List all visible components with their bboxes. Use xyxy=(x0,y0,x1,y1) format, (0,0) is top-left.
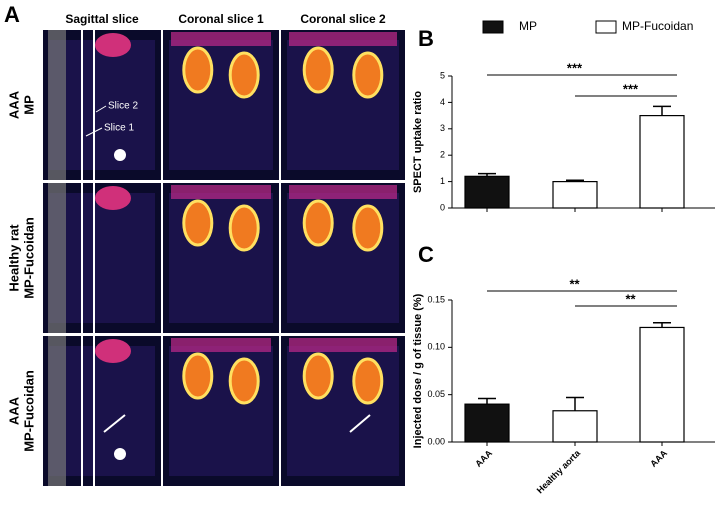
scan-haze xyxy=(287,193,399,323)
scan-haze xyxy=(49,193,155,323)
y-tick-label: 0 xyxy=(440,202,445,212)
kidney xyxy=(352,204,384,252)
scan-haze xyxy=(287,346,399,476)
significance-label: *** xyxy=(567,60,583,75)
y-axis-label: Injected dose / g of tissue (%) xyxy=(412,293,424,448)
uptake xyxy=(289,32,397,46)
y-axis-label: SPECT uptake ratio xyxy=(412,91,424,193)
legend-swatch xyxy=(595,20,617,34)
x-tick-label: Healthy aorta xyxy=(535,447,583,495)
bar xyxy=(464,175,510,209)
scan-haze xyxy=(49,346,155,476)
kidney xyxy=(228,51,260,99)
slice-label: Slice 1 xyxy=(104,123,134,134)
significance-label: *** xyxy=(623,81,639,96)
row-label: MP-Fucoidan xyxy=(21,217,36,299)
uptake xyxy=(95,33,131,57)
arrow xyxy=(349,414,371,433)
panel-letter: A xyxy=(4,2,20,27)
kidney xyxy=(352,357,384,405)
significance-label: ** xyxy=(569,276,580,291)
bar xyxy=(552,181,598,209)
spine xyxy=(48,336,66,486)
x-tick-label: AAA xyxy=(473,448,494,469)
uptake xyxy=(289,185,397,199)
y-tick-label: 2 xyxy=(440,150,445,160)
y-tick-label: 1 xyxy=(440,176,445,186)
scan-haze xyxy=(287,40,399,170)
uptake xyxy=(95,339,131,363)
bar xyxy=(639,114,685,209)
y-tick-label: 0.00 xyxy=(427,436,445,446)
kidney xyxy=(182,352,214,400)
kidney xyxy=(302,199,334,247)
x-tick-label: AAA xyxy=(648,448,669,469)
panel-a: A Sagittal slice Coronal slice 1 Coronal sl… xyxy=(4,2,408,489)
arrow xyxy=(103,414,126,433)
spine xyxy=(48,30,66,180)
y-tick-label: 0.10 xyxy=(427,342,445,352)
bar xyxy=(464,403,510,443)
uptake xyxy=(289,338,397,352)
column-header: Coronal slice 1 xyxy=(178,12,264,26)
row-label: AAA xyxy=(6,396,21,425)
y-tick-label: 0.05 xyxy=(427,389,445,399)
bladder xyxy=(114,149,126,161)
legend-label: MP xyxy=(519,19,537,33)
y-tick-label: 0.15 xyxy=(427,294,445,304)
row-label: MP xyxy=(21,95,36,115)
panel-letter: B xyxy=(418,26,434,51)
uptake xyxy=(171,185,271,199)
slice-label: Slice 2 xyxy=(108,101,138,112)
arrow xyxy=(85,127,103,137)
bladder xyxy=(114,448,126,460)
scan-haze xyxy=(49,40,155,170)
kidney xyxy=(228,204,260,252)
uptake xyxy=(171,32,271,46)
y-tick-label: 4 xyxy=(440,97,445,107)
arrow xyxy=(95,105,107,113)
column-header: Coronal slice 2 xyxy=(300,12,386,26)
kidney xyxy=(302,352,334,400)
row-label: MP-Fucoidan xyxy=(21,370,36,452)
bar xyxy=(639,326,685,443)
significance-label: ** xyxy=(625,291,636,306)
panel-letter: C xyxy=(418,242,434,267)
bar xyxy=(552,410,598,443)
kidney xyxy=(182,199,214,247)
y-tick-label: 5 xyxy=(440,70,445,80)
kidney xyxy=(302,46,334,94)
uptake xyxy=(95,186,131,210)
row-label: Healthy rat xyxy=(6,224,21,292)
kidney xyxy=(182,46,214,94)
spine xyxy=(48,183,66,333)
legend-swatch xyxy=(482,20,504,34)
uptake xyxy=(171,338,271,352)
y-tick-label: 3 xyxy=(440,123,445,133)
kidney xyxy=(352,51,384,99)
legend-label: MP-Fucoidan xyxy=(622,19,693,33)
kidney xyxy=(228,357,260,405)
row-label: AAA xyxy=(6,90,21,119)
column-header: Sagittal slice xyxy=(65,12,139,26)
